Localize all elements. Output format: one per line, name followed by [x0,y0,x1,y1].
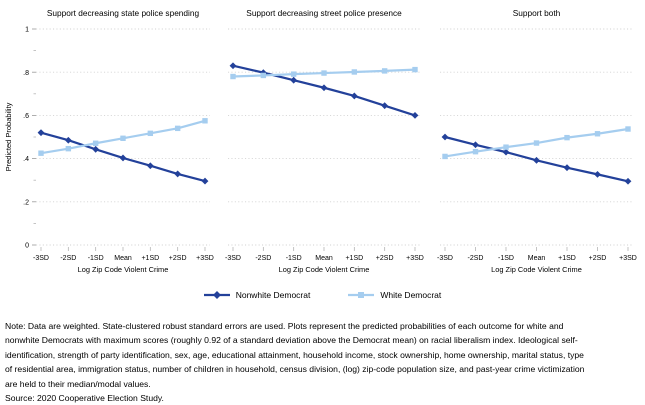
data-point [201,177,209,185]
data-point [594,170,601,178]
data-point [441,133,449,141]
x-tick-label: -2SD [60,255,76,262]
square-marker-icon [348,292,375,298]
data-point [38,150,44,156]
data-point [503,144,509,150]
x-tick-label: +3SD [406,255,424,262]
y-tick-label: .4 [23,156,29,163]
y-tick-label: 1 [25,27,29,34]
legend-item-nonwhite-democrat: Nonwhite Democrat [203,290,311,300]
data-point [92,145,100,153]
x-tick-label: +1SD [345,255,363,262]
note-block: Note: Data are weighted. State-clustered… [5,319,639,405]
x-tick-label: -2SD [468,255,484,262]
data-point [624,177,632,185]
x-tick-label: +2SD [589,255,607,262]
note-line: nonwhite Democrats with maximum scores (… [5,335,578,346]
x-tick-label: +3SD [196,255,214,262]
panel-title: Support both [513,8,561,18]
x-tick-label: +2SD [376,255,394,262]
x-axis-title: Log Zip Code Violent Crime [491,265,582,274]
legend-item-white-democrat: White Democrat [348,290,441,300]
data-point [381,68,388,74]
data-point [119,154,127,162]
chart-legend: Nonwhite Democrat White Democrat [0,290,645,300]
data-point [202,118,208,124]
data-point [472,148,479,155]
x-tick-label: Mean [528,255,546,262]
data-point [260,72,267,79]
data-point [533,140,540,146]
data-point [229,62,237,70]
x-tick-label: +1SD [141,255,159,262]
data-point [321,70,327,76]
data-point [230,73,236,80]
x-tick-label: Mean [315,255,333,262]
data-point [37,129,45,137]
x-tick-label: -3SD [225,255,241,262]
panel-title: Support decreasing street police presenc… [246,8,402,18]
x-tick-label: -3SD [437,255,453,262]
data-point [120,135,126,141]
data-point [351,69,358,75]
x-tick-label: +2SD [169,255,187,262]
x-tick-label: -1SD [498,255,514,262]
data-point [64,136,72,144]
x-tick-label: Mean [114,255,132,262]
data-point [564,134,570,141]
data-point [92,140,99,146]
legend-label: Nonwhite Democrat [235,290,311,300]
x-tick-label: -2SD [255,255,271,262]
x-tick-label: +3SD [619,255,637,262]
y-tick-label: .2 [23,199,29,206]
x-tick-label: +1SD [558,255,576,262]
y-tick-label: .8 [23,70,29,77]
legend-label: White Democrat [380,290,442,300]
x-axis-title: Log Zip Code Violent Crime [78,265,169,274]
data-point [381,102,389,110]
data-point [412,66,418,73]
x-tick-label: -1SD [286,255,302,262]
diamond-marker-icon [203,291,230,299]
data-point [320,84,328,92]
source-text: Source: 2020 Cooperative Election Study. [5,393,164,404]
data-point [290,76,298,84]
data-point [147,130,154,137]
y-tick-label: 0 [25,243,29,250]
data-point [174,125,181,132]
x-axis-title: Log Zip Code Violent Crime [279,265,370,274]
data-point [146,162,154,170]
data-point [533,156,540,164]
x-tick-label: -3SD [33,255,49,262]
three-panel-line-chart: Predicted Probability 0 .2 .4 .6 .8 1 Support d… [4,8,637,274]
data-point [350,92,358,100]
y-tick-label: .6 [23,113,29,120]
x-tick-label: -1SD [88,255,104,262]
note-line: are held to their median/modal values. [5,378,151,389]
data-point [65,145,72,152]
note-line: Note: Data are weighted. State-clustered… [5,321,564,331]
data-point [411,112,419,119]
data-point [563,164,571,172]
note-line: identification, strength of party identi… [5,349,584,360]
note-line: of residential area, immigration status,… [5,364,585,375]
data-point [594,131,601,137]
data-point [442,153,448,160]
data-point [625,126,631,132]
y-axis-title: Predicted Probability [4,102,13,171]
data-point [472,141,479,149]
note-text: Note: Data are weighted. State-clustered… [5,319,639,391]
panel-title: Support decreasing state police spending [47,8,200,18]
data-point [174,170,182,178]
data-point [290,71,297,77]
data-point [502,148,510,156]
